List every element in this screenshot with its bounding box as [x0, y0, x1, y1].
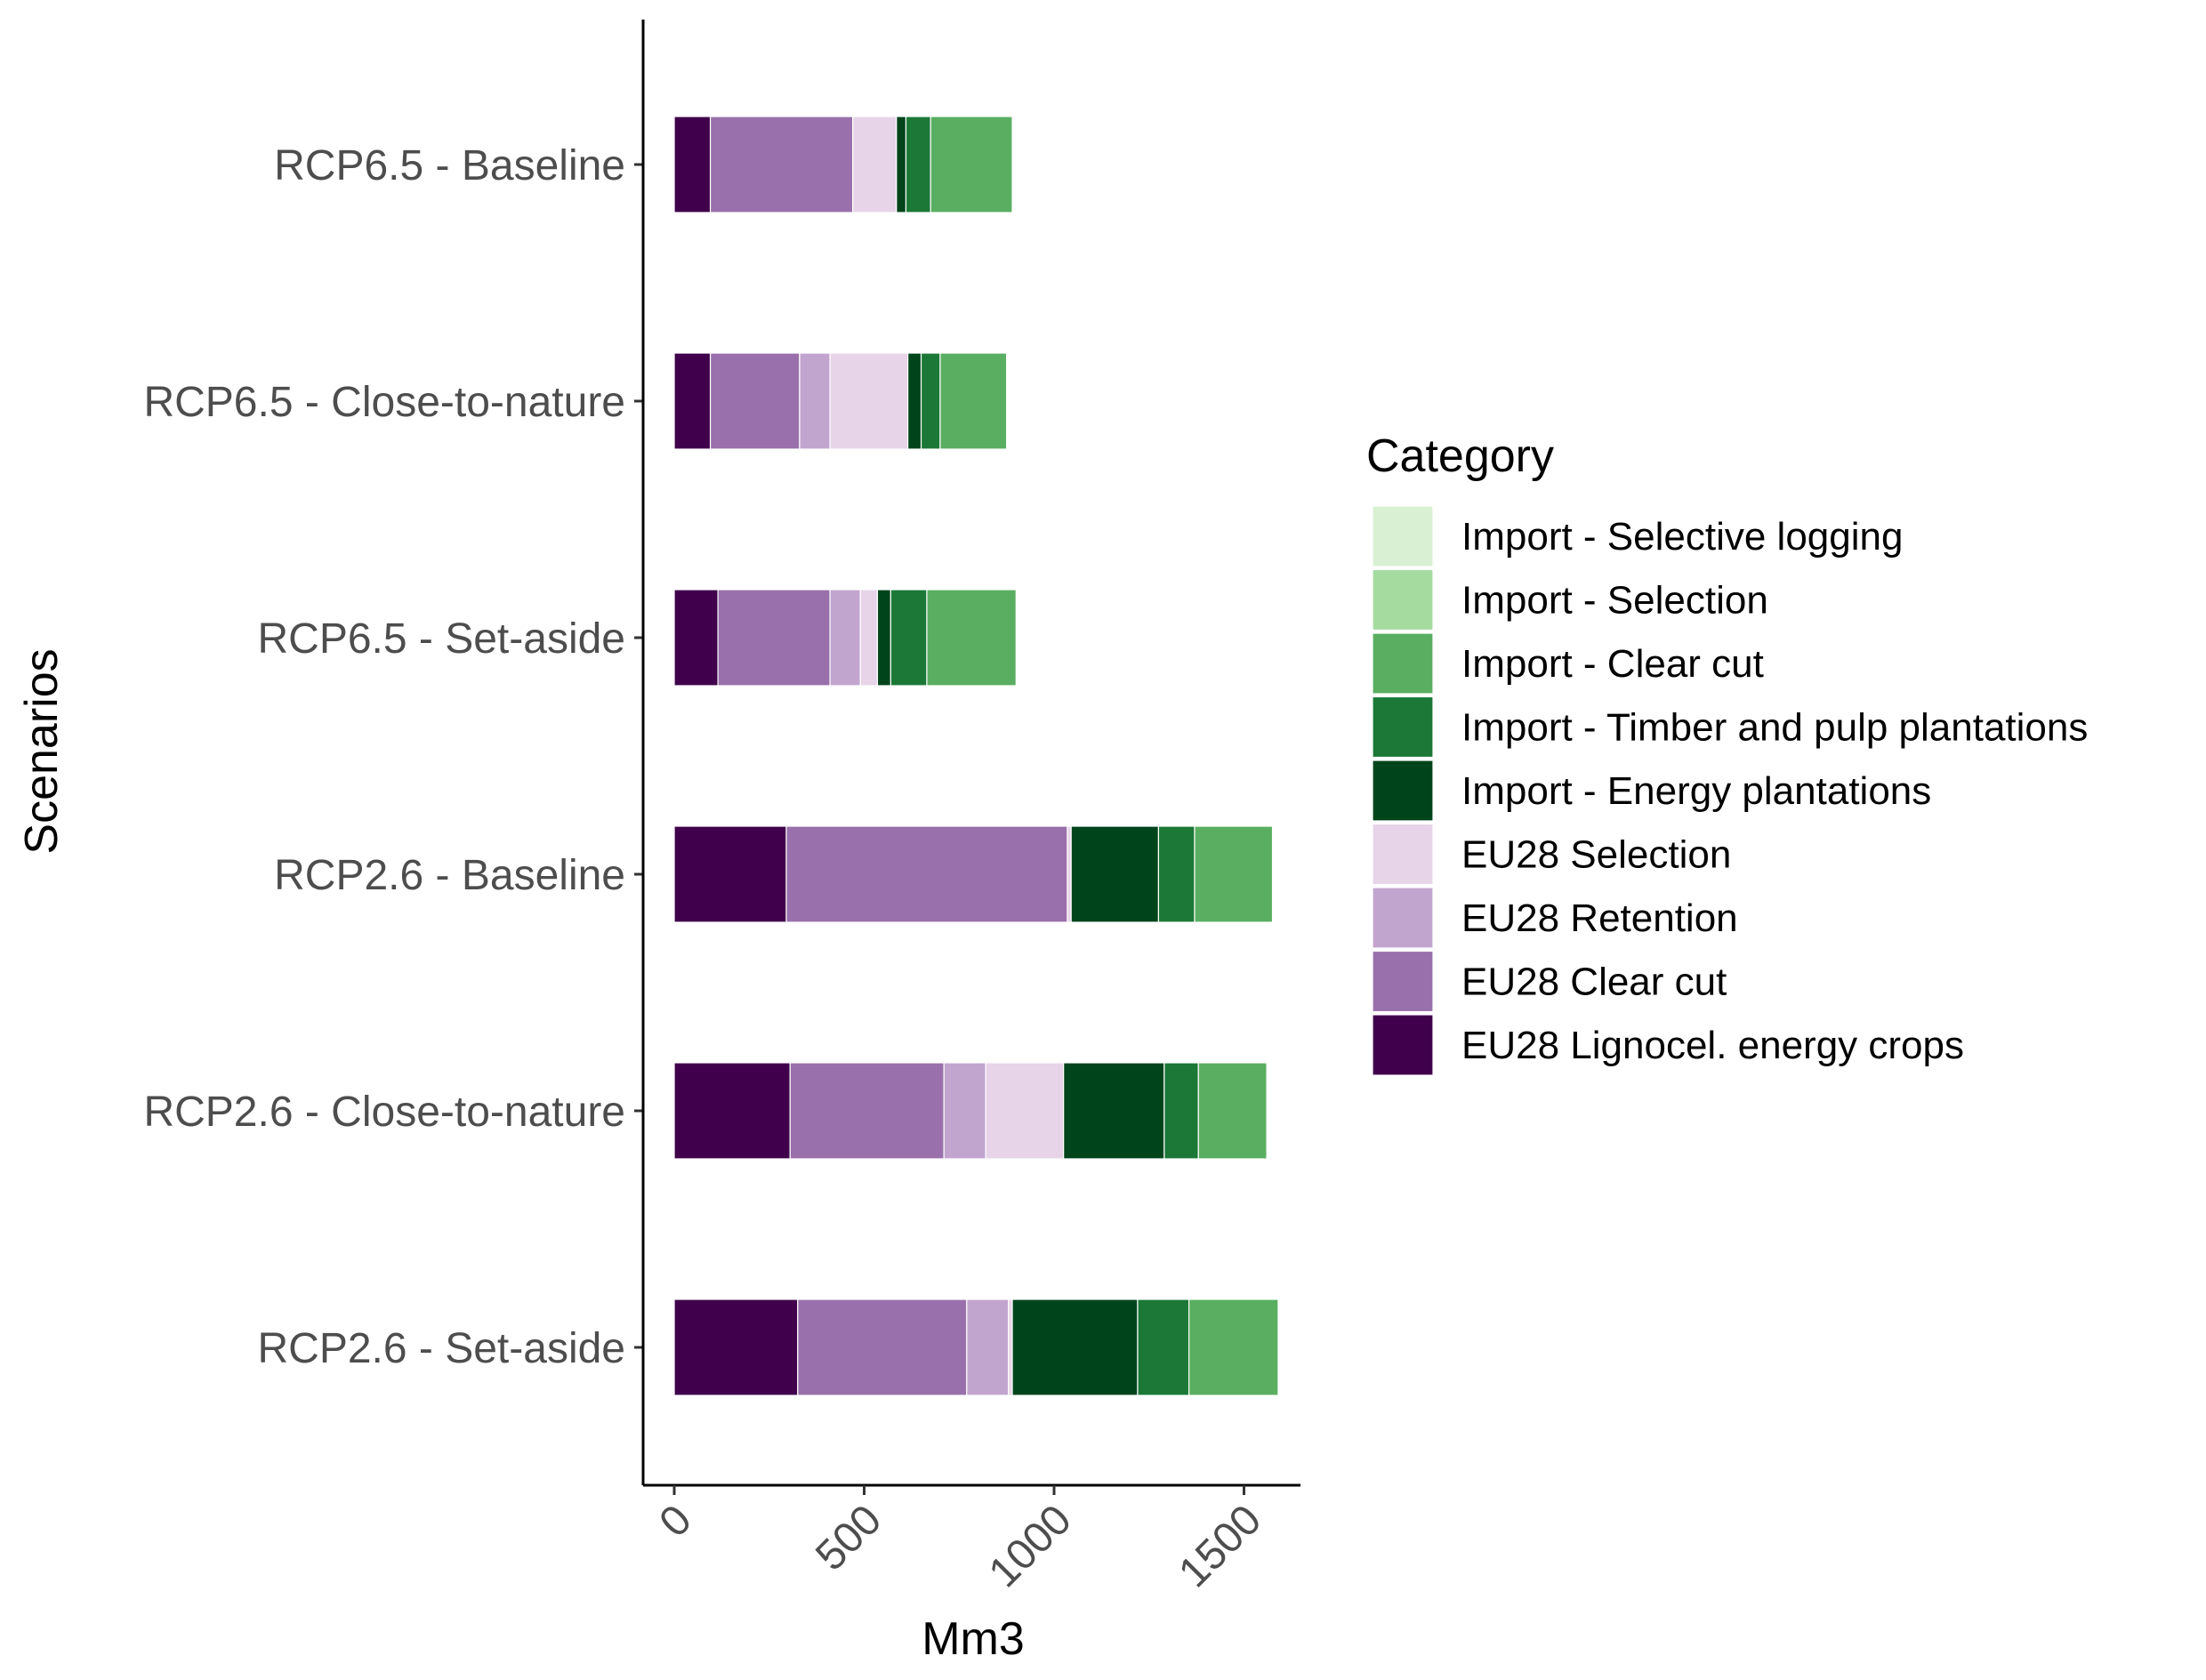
y-tick-label: RCP2.6 - Close-to-nature [143, 1089, 625, 1136]
bar-segment [673, 116, 712, 213]
bar-segment [1137, 1298, 1190, 1396]
bar-segment [905, 116, 931, 213]
bar-segment [709, 116, 854, 213]
y-tick-label: RCP2.6 - Set-aside [257, 1325, 625, 1372]
bar-segment [907, 352, 922, 450]
bar-segment [709, 352, 801, 450]
legend-title: Category [1366, 430, 1554, 482]
legend-key [1372, 632, 1434, 695]
bar-segment [1008, 1298, 1013, 1396]
legend-label: EU28 Retention [1461, 896, 1738, 940]
bar-segment [896, 116, 907, 213]
x-tick-label: 1500 [1170, 1496, 1270, 1596]
legend-key [1372, 568, 1434, 631]
x-axis-title: Mm3 [922, 1613, 1025, 1665]
legend: Import - Selective logging Import - Selec… [1372, 505, 2088, 1076]
bar-segment [1197, 1062, 1268, 1160]
bar-segment [1188, 1298, 1279, 1396]
bar-segment [1070, 825, 1160, 923]
legend-key [1372, 823, 1434, 886]
legend-key [1372, 1014, 1434, 1076]
legend-key [1372, 695, 1434, 759]
legend-label: Import - Selective logging [1461, 515, 1903, 559]
bar-segment [876, 589, 891, 687]
y-axis: RCP6.5 - Baseline RCP6.5 - Close-to-natur… [143, 20, 645, 1485]
y-tick-label: RCP6.5 - Baseline [274, 142, 625, 189]
bar-segment [1163, 1062, 1199, 1160]
bar-segment [930, 116, 1013, 213]
bar-segment [1063, 1062, 1165, 1160]
legend-label: Import - Selection [1461, 579, 1768, 623]
bar-segment [673, 352, 712, 450]
bar-segment [673, 1298, 799, 1396]
bar-segment [829, 352, 909, 450]
x-tick-label: 0 [650, 1496, 700, 1546]
y-tick-label: RCP6.5 - Close-to-nature [143, 379, 625, 426]
bar-segment [1194, 825, 1274, 923]
legend-label: Import - Timber and pulp plantations [1461, 706, 2088, 750]
bars-layer [673, 116, 1279, 1396]
bar-segment [1157, 825, 1196, 923]
y-tick-label: RCP6.5 - Set-aside [257, 615, 625, 663]
bar-segment [797, 1298, 968, 1396]
bar-segment [890, 589, 928, 687]
bar-segment [859, 589, 879, 687]
bar-segment [852, 116, 898, 213]
bar-segment [673, 1062, 791, 1160]
legend-key [1372, 760, 1434, 822]
legend-key [1372, 950, 1434, 1013]
bar-segment [966, 1298, 1010, 1396]
bar-segment [717, 589, 831, 687]
bar-segment [1011, 1298, 1139, 1396]
x-tick-label: 1000 [980, 1496, 1081, 1596]
x-axis: 0 500 1000 1500 [643, 1483, 1300, 1596]
x-tick-label: 500 [807, 1496, 890, 1580]
legend-label: EU28 Selection [1461, 833, 1731, 877]
bar-segment [799, 352, 831, 450]
bar-segment [1067, 825, 1072, 923]
legend-label: Import - Clear cut [1461, 642, 1764, 686]
bar-segment [939, 352, 1008, 450]
y-axis-title: Scenarios [16, 648, 68, 854]
bar-segment [785, 825, 1068, 923]
legend-label: EU28 Lignocel. energy crops [1461, 1024, 1964, 1067]
legend-key [1372, 887, 1434, 949]
bar-segment [673, 589, 719, 687]
y-tick-label: RCP2.6 - Baseline [274, 852, 625, 899]
legend-label: EU28 Clear cut [1461, 961, 1727, 1004]
bar-segment [673, 825, 787, 923]
bar-segment [943, 1062, 986, 1160]
legend-label: Import - Energy plantations [1461, 769, 1931, 813]
bar-segment [920, 352, 941, 450]
bar-segment [985, 1062, 1065, 1160]
bar-segment [829, 589, 861, 687]
bar-segment [789, 1062, 945, 1160]
bar-segment [926, 589, 1017, 687]
legend-key [1372, 505, 1434, 567]
